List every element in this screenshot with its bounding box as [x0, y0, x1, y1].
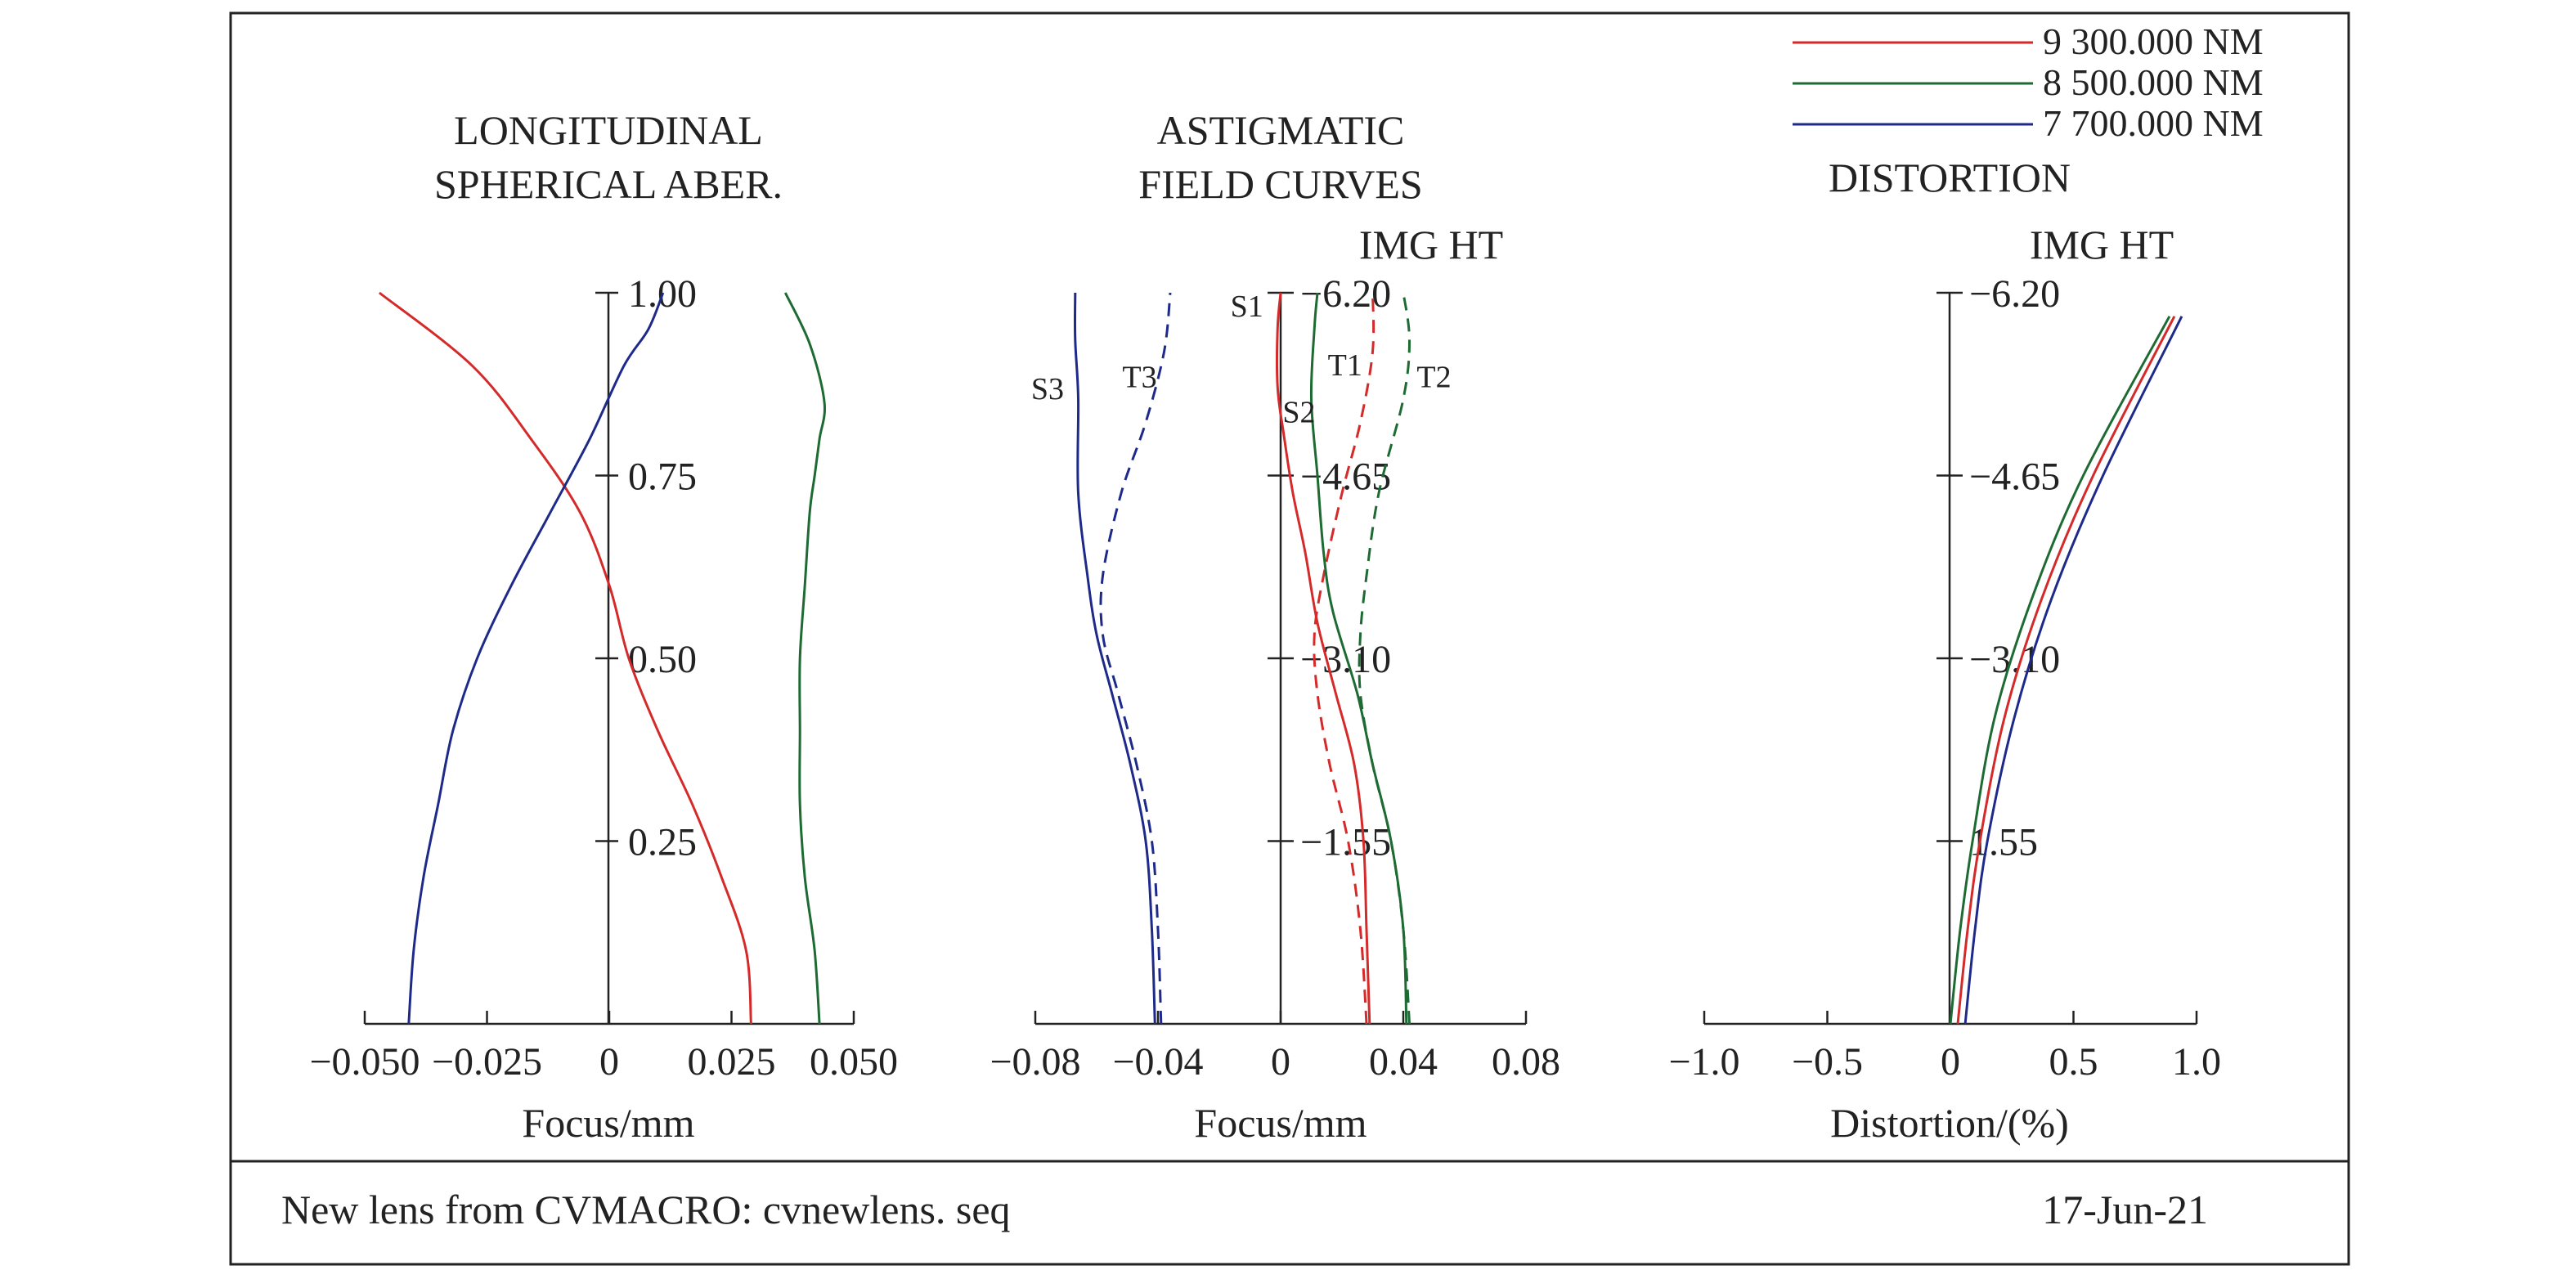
legend-label-8500nm: 8 500.000 NM [2043, 61, 2264, 103]
curve-label-s2: S2 [1282, 396, 1315, 430]
astigmatic-field-curves-panel: −0.08 −0.04 0 0.04 0.08−1.55−3.10−4.65−6.20S… [990, 272, 1560, 1084]
legend-label-9300nm: 9 300.000 NM [2043, 20, 2264, 62]
spherical-y-tick-label: 0.75 [628, 456, 697, 499]
curve-label-s1: S1 [1231, 289, 1263, 324]
spherical-x-tick-label: 0.025 [688, 1040, 776, 1084]
distortion-x-tick-label: −0.5 [1792, 1040, 1863, 1084]
footer-date: 17-Jun-21 [2042, 1187, 2208, 1232]
distortion-curve-9-300-000-nm [1956, 316, 2176, 1025]
curve-label-t3: T3 [1122, 360, 1156, 394]
legend: 9 300.000 NM 8 500.000 NM 7 700.000 NM [1793, 20, 2264, 144]
astigmatic-curve-t3 [1099, 292, 1172, 1025]
spherical-curve-9-300-000-nm [378, 291, 752, 1025]
distortion-x-axis-label: Distortion/(%) [1830, 1100, 2069, 1146]
astigmatic-x-tick-label: 0 [1271, 1040, 1290, 1084]
distortion-panel: −1.0 −0.5 0 0.5 1.01.55−3.10−4.65−6.20 [1668, 272, 2221, 1084]
footer-lens-name: New lens from CVMACRO: cvnewlens. seq [281, 1187, 1011, 1232]
astigmatic-title-line-1: ASTIGMATIC [1157, 107, 1405, 153]
spherical-y-tick-label: 0.50 [628, 638, 697, 681]
astigmatic-curve-s3 [1073, 292, 1156, 1025]
spherical-x-tick-label: −0.050 [309, 1040, 420, 1084]
distortion-x-tick-label: 1.0 [2172, 1040, 2221, 1084]
distortion-img-ht-label: IMG HT [2030, 222, 2174, 267]
legend-label-7700nm: 7 700.000 NM [2043, 102, 2264, 144]
curve-label-t2: T2 [1416, 360, 1451, 394]
astigmatic-curve-t1 [1313, 292, 1376, 1025]
astigmatic-y-tick-label: −6.20 [1300, 272, 1391, 316]
spherical-curve-7-700-000-nm [407, 292, 665, 1025]
astigmatic-x-tick-label: 0.08 [1492, 1040, 1560, 1084]
distortion-y-tick-label: −4.65 [1969, 456, 2060, 499]
curve-label-t1: T1 [1328, 348, 1362, 383]
astigmatic-title-line-2: FIELD CURVES [1138, 161, 1422, 207]
spherical-curve-8-500-000-nm [783, 292, 826, 1025]
distortion-x-tick-label: 0 [1941, 1040, 1960, 1084]
distortion-curve-7-700-000-nm [1963, 316, 2183, 1025]
spherical-x-tick-label: 0 [599, 1040, 619, 1084]
distortion-title: DISTORTION [1829, 155, 2071, 200]
distortion-y-tick-label: −6.20 [1969, 272, 2060, 316]
spherical-y-tick-label: 0.25 [628, 821, 697, 864]
astigmatic-x-axis-label: Focus/mm [1194, 1100, 1367, 1146]
distortion-y-tick-label: −3.10 [1969, 638, 2060, 681]
spherical-x-axis-label: Focus/mm [522, 1100, 694, 1146]
astigmatic-x-tick-label: −0.04 [1112, 1040, 1203, 1084]
curve-label-s3: S3 [1031, 372, 1064, 406]
astigmatic-curve-s2 [1309, 292, 1408, 1025]
distortion-x-tick-label: −1.0 [1668, 1040, 1739, 1084]
spherical-title-line-1: LONGITUDINAL [454, 107, 763, 153]
outer-frame [229, 11, 2350, 1266]
astigmatic-x-tick-label: −0.08 [990, 1040, 1080, 1084]
distortion-x-tick-label: 0.5 [2049, 1040, 2098, 1084]
astigmatic-img-ht-label: IMG HT [1359, 222, 1503, 267]
astigmatic-x-tick-label: 0.04 [1369, 1040, 1438, 1084]
spherical-title-line-2: SPHERICAL ABER. [434, 161, 783, 207]
astigmatic-curve-t2 [1358, 292, 1411, 1025]
spherical-x-tick-label: 0.050 [810, 1040, 898, 1084]
distortion-curve-8-500-000-nm [1949, 316, 2171, 1025]
spherical-x-tick-label: −0.025 [432, 1040, 542, 1084]
